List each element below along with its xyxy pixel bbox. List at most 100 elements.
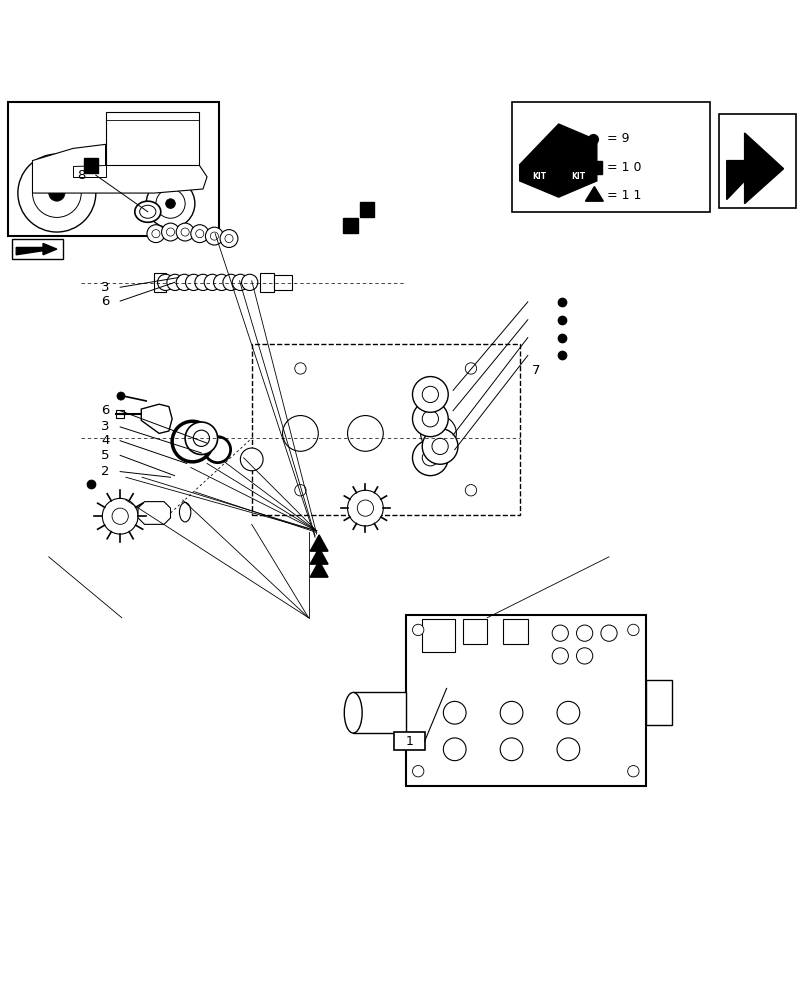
Circle shape (500, 701, 522, 724)
Ellipse shape (139, 205, 156, 218)
Polygon shape (310, 561, 328, 577)
Bar (503, 619, 527, 644)
Circle shape (185, 274, 201, 291)
Circle shape (102, 498, 138, 534)
Circle shape (551, 648, 568, 664)
Circle shape (576, 648, 592, 664)
Circle shape (205, 227, 223, 245)
Text: KIT: KIT (531, 172, 546, 181)
Text: KIT: KIT (570, 172, 585, 181)
Bar (359, 202, 374, 217)
Circle shape (220, 230, 238, 247)
Bar (406, 615, 645, 786)
Circle shape (166, 228, 174, 236)
Circle shape (181, 228, 189, 236)
Polygon shape (73, 165, 105, 177)
Circle shape (556, 701, 579, 724)
Circle shape (294, 363, 306, 374)
Text: = 1 1: = 1 1 (606, 189, 640, 202)
Text: 6: 6 (101, 295, 109, 308)
Circle shape (465, 485, 476, 496)
Circle shape (443, 738, 466, 761)
Text: 8: 8 (77, 169, 85, 182)
Ellipse shape (344, 692, 362, 733)
Circle shape (232, 274, 248, 291)
Circle shape (347, 416, 383, 451)
Circle shape (117, 392, 125, 400)
Bar (251, 344, 519, 515)
Bar (116, 410, 124, 418)
Circle shape (347, 490, 383, 526)
Bar (718, 114, 795, 208)
Circle shape (225, 234, 233, 243)
Circle shape (195, 230, 204, 238)
Bar (8, 102, 219, 236)
Circle shape (146, 179, 195, 228)
Circle shape (412, 624, 423, 636)
Circle shape (240, 448, 263, 471)
Circle shape (49, 185, 65, 201)
Circle shape (627, 624, 638, 636)
Circle shape (112, 508, 128, 524)
Circle shape (465, 363, 476, 374)
Circle shape (222, 274, 238, 291)
Circle shape (147, 225, 165, 243)
Text: 6: 6 (101, 404, 109, 417)
Ellipse shape (179, 502, 191, 522)
Circle shape (443, 701, 466, 724)
Text: = 1 0: = 1 0 (606, 161, 640, 174)
Polygon shape (585, 187, 603, 201)
Bar (462, 619, 487, 644)
Circle shape (627, 766, 638, 777)
Polygon shape (105, 112, 199, 165)
Circle shape (185, 422, 217, 455)
Bar (260, 273, 274, 292)
Circle shape (18, 154, 96, 232)
Polygon shape (32, 144, 207, 193)
Text: 3: 3 (101, 281, 109, 294)
Bar (422, 619, 454, 652)
Text: 2: 2 (101, 465, 109, 478)
Circle shape (210, 232, 218, 240)
Circle shape (357, 500, 373, 516)
Circle shape (213, 274, 230, 291)
Bar (393, 732, 424, 750)
Circle shape (165, 199, 175, 208)
Bar (511, 102, 710, 212)
Circle shape (422, 386, 438, 403)
Circle shape (412, 377, 448, 412)
Text: 7: 7 (531, 364, 539, 377)
Polygon shape (519, 124, 596, 197)
Bar (587, 161, 601, 174)
Circle shape (412, 440, 448, 476)
Polygon shape (310, 535, 328, 551)
Text: 5: 5 (101, 449, 109, 462)
Polygon shape (141, 404, 172, 433)
Polygon shape (353, 692, 406, 733)
Circle shape (412, 401, 448, 437)
Text: = 9: = 9 (606, 132, 629, 145)
Circle shape (176, 274, 192, 291)
Circle shape (556, 738, 579, 761)
Circle shape (191, 225, 208, 243)
Circle shape (600, 625, 616, 641)
Circle shape (241, 274, 257, 291)
Bar (274, 275, 292, 290)
Circle shape (422, 450, 438, 466)
Polygon shape (726, 133, 783, 204)
Circle shape (422, 411, 438, 427)
Circle shape (204, 274, 220, 291)
Circle shape (576, 625, 592, 641)
Bar (12, 239, 62, 259)
Ellipse shape (135, 201, 161, 222)
Text: 4: 4 (101, 434, 109, 447)
Circle shape (193, 430, 209, 446)
Circle shape (412, 766, 423, 777)
Circle shape (282, 416, 318, 451)
Text: 1: 1 (405, 735, 413, 748)
Circle shape (167, 274, 183, 291)
Circle shape (32, 169, 81, 217)
Circle shape (422, 429, 457, 464)
Circle shape (157, 274, 174, 291)
Bar (154, 273, 165, 292)
